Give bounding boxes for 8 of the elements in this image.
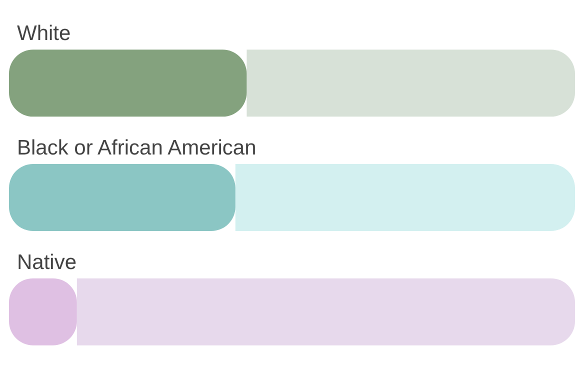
bar <box>9 50 247 117</box>
y-tick-label: Native <box>17 250 77 274</box>
bar <box>246 50 575 117</box>
y-tick-label: White <box>17 22 71 46</box>
y-tick-label: Black or African American <box>17 136 256 160</box>
bar <box>9 164 236 231</box>
bar <box>76 278 575 346</box>
bar <box>235 164 575 231</box>
